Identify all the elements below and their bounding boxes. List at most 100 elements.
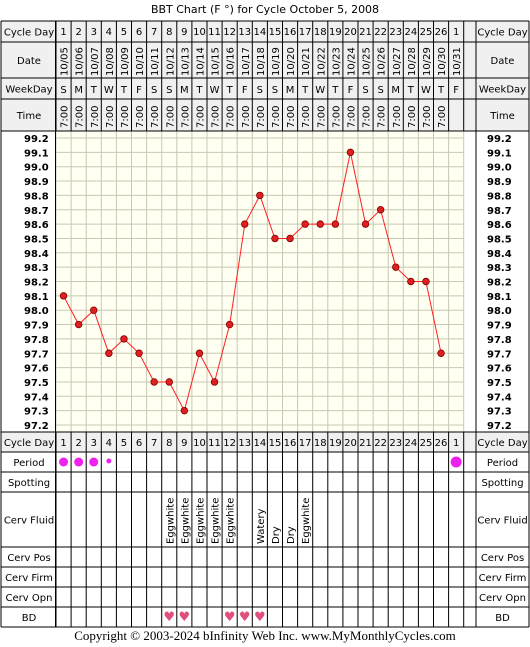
weekday-cell: S xyxy=(60,85,66,96)
y-tick-right: 98.4 xyxy=(487,249,512,260)
date-cell: 10/07 xyxy=(90,47,101,76)
date-cell: 10/17 xyxy=(241,47,252,76)
cycle-day-cell: 16 xyxy=(284,27,297,38)
cycle-day-cell: 15 xyxy=(269,27,282,38)
y-tick-right: 99.0 xyxy=(487,163,512,174)
time-cell: 7:00 xyxy=(241,106,252,128)
cycle-day-cell: 12 xyxy=(223,27,236,38)
cycle-day-cell: 25 xyxy=(420,27,433,38)
temperature-point xyxy=(195,349,204,357)
y-tick-right: 97.8 xyxy=(487,335,512,346)
time-cell: 7:00 xyxy=(256,106,267,128)
y-tick-left: 97.9 xyxy=(24,321,49,332)
weekday-cell: T xyxy=(437,85,445,96)
cycle-day-bottom-label-right: Cycle Day xyxy=(477,438,527,449)
date-cell: 10/18 xyxy=(256,47,267,76)
temperature-point xyxy=(361,220,370,228)
time-cell: 7:00 xyxy=(60,106,71,128)
date-cell: 10/22 xyxy=(316,47,327,76)
cycle-day-cell: 8 xyxy=(166,27,172,38)
cycle-day-cell: 24 xyxy=(404,27,417,38)
temperature-point xyxy=(180,406,189,415)
temperature-point xyxy=(210,378,219,386)
time-cell: 7:00 xyxy=(165,106,176,128)
temperature-point xyxy=(301,220,309,228)
date-cell: 10/25 xyxy=(362,47,373,76)
cerv-fluid-cell: Dry xyxy=(286,526,297,544)
cycle-day-cell-bottom: 12 xyxy=(223,438,236,449)
weekday-cell: W xyxy=(104,85,114,96)
time-label-left: Time xyxy=(16,111,41,122)
y-tick-left: 97.3 xyxy=(24,407,49,418)
time-cell: 7:00 xyxy=(346,106,357,128)
time-cell: 7:00 xyxy=(286,106,297,128)
time-cell: 7:00 xyxy=(316,106,327,128)
cycle-day-cell: 2 xyxy=(75,27,81,38)
weekday-cell: F xyxy=(136,85,142,96)
weekday-cell: M xyxy=(180,85,189,96)
period-marker xyxy=(89,457,99,467)
date-cell: 10/05 xyxy=(60,47,71,76)
bd-heart-icon: ♥ xyxy=(179,610,191,625)
weekday-cell: T xyxy=(331,85,339,96)
weekday-label-right: WeekDay xyxy=(479,85,526,96)
cycle-day-cell: 13 xyxy=(238,27,251,38)
y-tick-right: 97.4 xyxy=(487,392,512,403)
date-cell: 10/15 xyxy=(211,47,222,76)
temperature-point xyxy=(286,234,294,243)
date-cell: 10/06 xyxy=(75,47,86,76)
cycle-day-bottom-label-left: Cycle Day xyxy=(4,438,54,449)
cycle-day-cell: 17 xyxy=(299,27,312,38)
bd-heart-icon: ♥ xyxy=(224,610,236,625)
cycle-day-cell: 14 xyxy=(253,27,266,38)
date-cell: 10/16 xyxy=(226,47,237,76)
date-cell: 10/20 xyxy=(286,47,297,76)
y-tick-right: 98.8 xyxy=(487,191,512,202)
temperature-point xyxy=(437,349,445,357)
cycle-day-cell: 18 xyxy=(314,27,327,38)
y-tick-right: 97.9 xyxy=(487,321,512,332)
weekday-cell: M xyxy=(391,85,400,96)
y-tick-right: 99.1 xyxy=(487,148,512,159)
cerv-opn-label-right: Cerv Opn xyxy=(479,593,526,604)
time-cell: 7:00 xyxy=(211,106,222,128)
cycle-day-cell: 4 xyxy=(106,27,112,38)
date-cell: 10/29 xyxy=(422,47,433,76)
time-cell: 7:00 xyxy=(195,106,206,128)
weekday-cell: T xyxy=(120,85,128,96)
temperature-point xyxy=(376,206,385,214)
temperature-point xyxy=(120,335,128,343)
date-cell: 10/09 xyxy=(120,47,131,76)
cerv-opn-label-left: Cerv Opn xyxy=(6,593,53,604)
chart-title: BBT Chart (F °) for Cycle October 5, 200… xyxy=(151,3,379,16)
time-cell: 7:00 xyxy=(301,106,312,128)
y-tick-right: 98.3 xyxy=(487,263,512,274)
cerv-fluid-label-right: Cerv Fluid xyxy=(477,516,527,527)
cycle-day-cell-bottom: 15 xyxy=(269,438,282,449)
time-cell: 7:00 xyxy=(75,106,86,128)
period-marker xyxy=(450,456,462,468)
cycle-day-cell: 21 xyxy=(359,27,372,38)
temperature-point xyxy=(150,378,158,386)
period-marker xyxy=(59,457,69,467)
cycle-day-cell: 22 xyxy=(374,27,387,38)
y-tick-left: 98.3 xyxy=(24,263,49,274)
cycle-day-cell-bottom: 7 xyxy=(151,438,157,449)
cycle-day-cell-bottom: 14 xyxy=(253,438,266,449)
weekday-cell: S xyxy=(377,85,383,96)
cycle-day-cell-bottom: 24 xyxy=(404,438,417,449)
time-cell: 7:00 xyxy=(135,106,146,128)
cerv-fluid-cell: Watery xyxy=(256,508,267,544)
cycle-day-cell-bottom: 6 xyxy=(136,438,142,449)
weekday-cell: F xyxy=(242,85,248,96)
temperature-point xyxy=(316,220,324,228)
weekday-cell: T xyxy=(301,85,309,96)
temperature-point xyxy=(105,349,113,357)
y-tick-left: 99.2 xyxy=(24,134,49,145)
spotting-label-right: Spotting xyxy=(481,478,523,489)
y-tick-right: 98.2 xyxy=(487,278,512,289)
temperature-point xyxy=(331,220,340,228)
date-cell: 10/10 xyxy=(135,47,146,76)
weekday-cell: T xyxy=(407,85,415,96)
